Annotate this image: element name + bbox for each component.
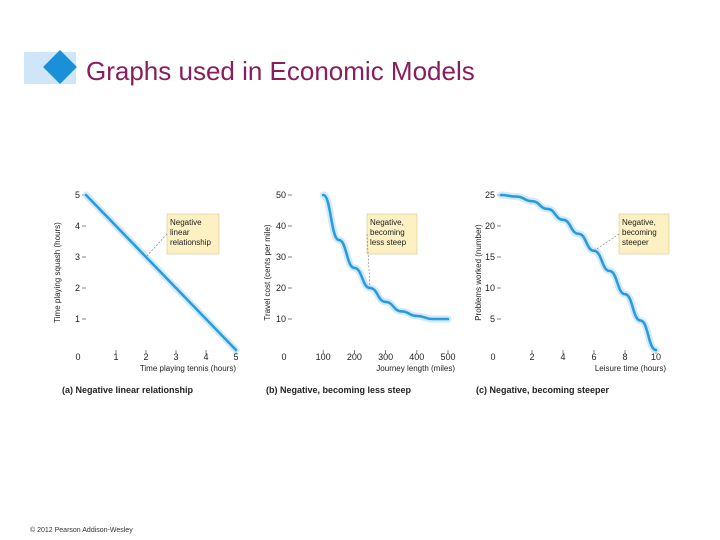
copyright-text: © 2012 Pearson Addison-Wesley xyxy=(30,527,133,534)
chart-2-data-point xyxy=(639,319,641,321)
chart-2-data-point xyxy=(624,293,626,295)
chart-0-data-point xyxy=(235,349,237,351)
chart-2-chart-title: (c) Negative, becoming steeper xyxy=(476,385,610,395)
chart-0-series-line xyxy=(84,193,238,352)
chart-0-y-axis-label: Time playing squash (hours) xyxy=(53,222,62,323)
chart-2-panel xyxy=(473,185,668,372)
chart-0-x-axis-label: Time playing tennis (hours) xyxy=(140,364,237,373)
chart-1-y-axis-label: Travel cost (cents per mile) xyxy=(263,224,272,321)
chart-1-callout-text: Negative, becoming less steep xyxy=(370,218,407,247)
chart-1-data-point xyxy=(384,301,386,303)
chart-0-x-tick-label: 0 xyxy=(75,352,80,362)
chart-1-y-tick-label: 40 xyxy=(276,221,286,231)
chart-1-chart-title: (b) Negative, becoming less steep xyxy=(266,385,412,395)
chart-2-y-tick-label: 10 xyxy=(485,283,495,293)
chart-2-data-point xyxy=(531,200,533,202)
chart-0-x-tick-label: 5 xyxy=(233,352,238,362)
chart-2-series-line xyxy=(499,193,658,352)
chart-0-callout-box xyxy=(166,213,220,255)
chart-1-data-point xyxy=(353,267,355,269)
chart-2-x-tick-label: 0 xyxy=(490,352,495,362)
chart-0-x-tick-label: 1 xyxy=(113,352,118,362)
chart-2-data-point xyxy=(577,233,579,235)
chart-2-y-tick-label: 25 xyxy=(485,190,495,200)
chart-0-x-tick-label: 2 xyxy=(143,352,148,362)
chart-1-y-tick-label: 10 xyxy=(276,314,286,324)
chart-0-panel xyxy=(58,185,248,372)
chart-2-data-point xyxy=(515,195,517,197)
chart-0-data-point xyxy=(175,287,177,289)
chart-2-callout-text: Negative, becoming steeper xyxy=(622,218,657,247)
chart-2-data-point xyxy=(500,194,502,196)
chart-1-data-point xyxy=(400,310,402,312)
chart-1-x-tick-label: 200 xyxy=(347,352,362,362)
chart-2-callout-box xyxy=(618,213,670,255)
chart-2-x-tick-label: 2 xyxy=(529,352,534,362)
chart-0-x-tick-label: 4 xyxy=(203,352,208,362)
chart-1-x-tick-label: 100 xyxy=(316,352,331,362)
chart-2-callout-leader xyxy=(593,233,620,252)
chart-1-y-tick-label: 50 xyxy=(276,190,286,200)
chart-2-x-tick-label: 8 xyxy=(622,352,627,362)
chart-2-x-axis-label: Leisure time (hours) xyxy=(595,364,666,373)
chart-1-callout-box xyxy=(366,213,418,255)
chart-2-x-tick-label: 6 xyxy=(591,352,596,362)
chart-0-y-tick-label: 4 xyxy=(75,221,80,231)
chart-0-chart-title: (a) Negative linear relationship xyxy=(62,385,194,395)
chart-2-y-tick-label: 5 xyxy=(490,314,495,324)
chart-1-data-point xyxy=(322,194,324,196)
chart-2-data-point xyxy=(562,219,564,221)
chart-2-y-axis-label: Problems worked (number) xyxy=(474,224,483,321)
chart-1-x-tick-label: 500 xyxy=(440,352,455,362)
chart-0-data-point xyxy=(85,194,87,196)
chart-1-x-axis-label: Journey length (miles) xyxy=(376,364,455,373)
chart-2-data-point xyxy=(608,270,610,272)
chart-2-x-tick-label: 10 xyxy=(651,352,661,362)
chart-1-data-point xyxy=(416,315,418,317)
chart-1-data-point xyxy=(338,239,340,241)
chart-0-y-tick-label: 5 xyxy=(75,190,80,200)
slide-title: Graphs used in Economic Models xyxy=(86,56,475,86)
chart-1-data-point xyxy=(447,318,449,320)
chart-2-data-point xyxy=(546,208,548,210)
chart-2-y-tick-label: 15 xyxy=(485,252,495,262)
chart-2-data-point xyxy=(655,349,657,351)
chart-0-x-tick-label: 3 xyxy=(173,352,178,362)
chart-0-callout-text: Negative linear relationship xyxy=(170,218,211,247)
chart-2-y-tick-label: 20 xyxy=(485,221,495,231)
chart-1-data-point xyxy=(431,318,433,320)
chart-1-x-tick-label: 300 xyxy=(378,352,393,362)
chart-1-y-tick-label: 20 xyxy=(276,283,286,293)
chart-0-data-point xyxy=(115,225,117,227)
chart-1-y-tick-label: 30 xyxy=(276,252,286,262)
chart-2-x-tick-label: 4 xyxy=(560,352,565,362)
chart-1-series-line xyxy=(321,193,450,321)
chart-0-y-tick-label: 1 xyxy=(75,314,80,324)
chart-1-x-tick-label: 0 xyxy=(281,352,286,362)
chart-0-y-tick-label: 3 xyxy=(75,252,80,262)
chart-0-callout-leader xyxy=(145,233,168,258)
chart-1-x-tick-label: 400 xyxy=(409,352,424,362)
chart-0-data-point xyxy=(205,318,207,320)
chart-0-y-tick-label: 2 xyxy=(75,283,80,293)
